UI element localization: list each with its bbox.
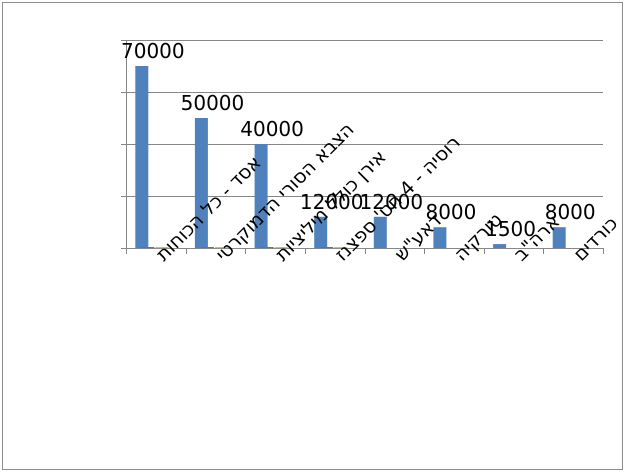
bar-series0-3 [314, 216, 328, 248]
bar-series0-6 [493, 244, 507, 248]
data-label-2: 40000 [240, 117, 304, 141]
bar-series1-3 [320, 247, 334, 248]
bar-series0-0 [135, 66, 149, 248]
bar-series1-0 [141, 247, 155, 248]
bar-series0-4 [373, 216, 387, 248]
data-label-0: 70000 [121, 39, 185, 63]
bar-series2-0 [155, 247, 169, 249]
bar-series0-7 [552, 227, 566, 248]
data-label-6: 1500 [485, 217, 536, 241]
bar-series2-2 [274, 247, 288, 249]
data-label-3: 12000 [300, 190, 364, 214]
chart-frame [2, 2, 623, 470]
data-label-5: 8000 [425, 200, 476, 224]
bar-series2-1 [214, 247, 228, 249]
data-label-4: 12000 [360, 190, 424, 214]
bar-series1-2 [260, 247, 274, 248]
bar-series2-3 [334, 247, 348, 249]
data-label-1: 50000 [181, 91, 245, 115]
bar-series1-1 [200, 247, 214, 248]
bar-series0-1 [194, 118, 208, 248]
bar-series0-5 [433, 227, 447, 248]
data-label-7: 8000 [545, 200, 596, 224]
bar-series0-2 [254, 144, 268, 248]
